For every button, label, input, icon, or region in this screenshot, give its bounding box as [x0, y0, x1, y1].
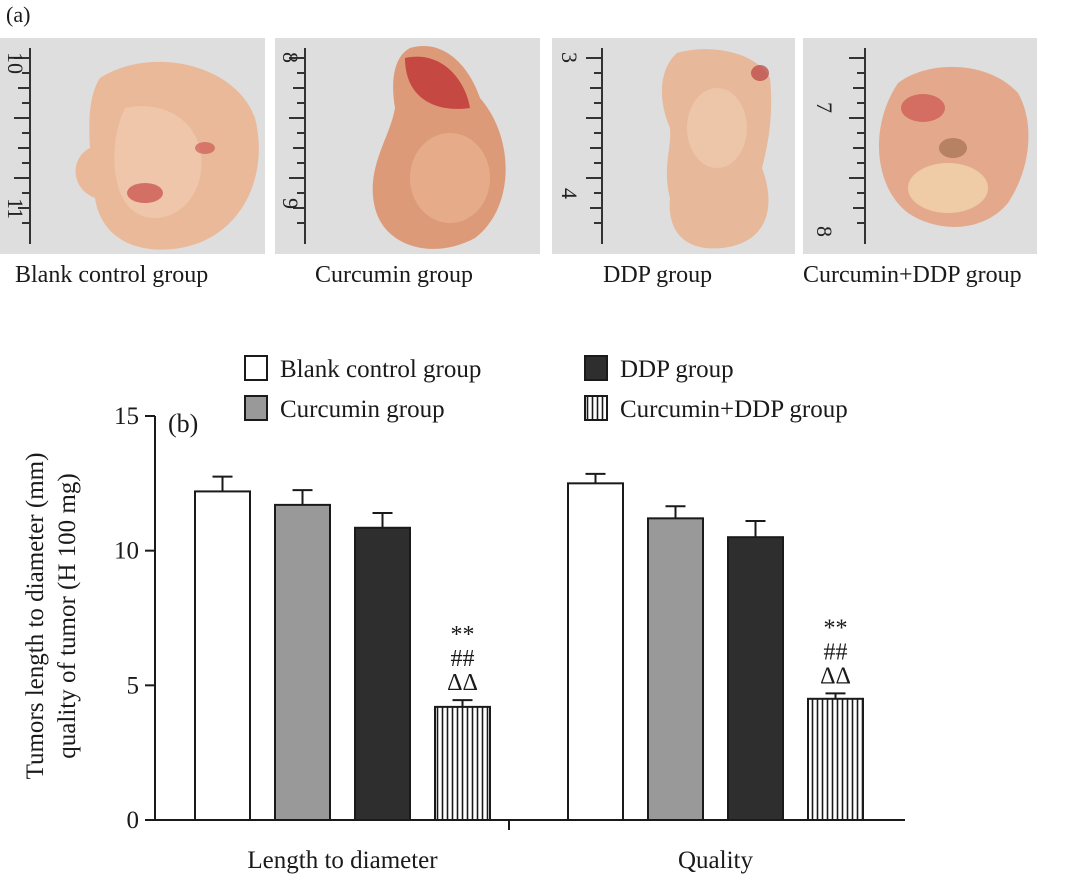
- significance-mark: **: [451, 622, 475, 648]
- legend-swatch: [584, 395, 608, 421]
- significance-mark: ##: [824, 639, 848, 665]
- bar: [434, 705, 491, 822]
- tumor-photo-curcumin-ddp: 7 8: [803, 38, 1037, 254]
- bar: [194, 490, 251, 821]
- ruler-mark: 8: [278, 52, 303, 63]
- ruler-mark: 11: [3, 198, 28, 219]
- photo-caption: Curcumin+DDP group: [803, 262, 1022, 288]
- x-tick-label: Quality: [678, 847, 753, 874]
- bar: [567, 482, 624, 821]
- tumor-photo-blank-control: 10 11: [0, 38, 265, 254]
- legend-swatch: [244, 395, 268, 421]
- y-axis-label-line1: Tumors length to diameter (mm): [22, 453, 49, 780]
- ruler-mark: 10: [3, 52, 28, 74]
- y-axis-label-line2: quality of tumor (H 100 mg): [54, 473, 81, 758]
- significance-mark: **: [824, 615, 848, 641]
- bar: [274, 503, 331, 821]
- ruler-mark: 9: [278, 198, 303, 209]
- photo-caption: Blank control group: [15, 262, 209, 288]
- legend-label: Curcumin group: [280, 396, 445, 423]
- legend-swatch: [244, 355, 268, 381]
- significance-mark: ##: [451, 646, 475, 672]
- x-tick-label: Length to diameter: [247, 847, 438, 874]
- legend-swatch: [584, 355, 608, 381]
- panel-b-label: (b): [168, 409, 198, 438]
- y-tick-label: 5: [127, 672, 140, 699]
- chart-legend: Blank control group Curcumin group DDP gro…: [244, 355, 848, 423]
- ruler-mark: 3: [557, 52, 582, 63]
- bar: [647, 517, 704, 821]
- legend-label: DDP group: [620, 356, 734, 383]
- y-tick-label: 10: [114, 538, 139, 565]
- legend-label: Blank control group: [280, 356, 481, 383]
- ruler-mark: 4: [557, 188, 582, 199]
- panel-a-label: (a): [6, 2, 31, 27]
- bar: [354, 526, 411, 821]
- significance-mark: ΔΔ: [820, 663, 851, 689]
- y-tick-label: 0: [127, 807, 140, 834]
- y-tick-label: 15: [114, 403, 139, 430]
- tumor-photo-ddp: 3 4: [552, 38, 795, 254]
- bar: [807, 697, 864, 821]
- ruler-mark: 8: [812, 226, 837, 237]
- ruler-mark: 7: [812, 102, 837, 113]
- photo-caption: Curcumin group: [315, 262, 473, 288]
- tumor-photo-curcumin: 8 9: [275, 38, 540, 254]
- legend-label: Curcumin+DDP group: [620, 396, 848, 423]
- significance-mark: ΔΔ: [447, 670, 478, 696]
- photo-caption: DDP group: [603, 262, 713, 288]
- bar: [727, 536, 784, 821]
